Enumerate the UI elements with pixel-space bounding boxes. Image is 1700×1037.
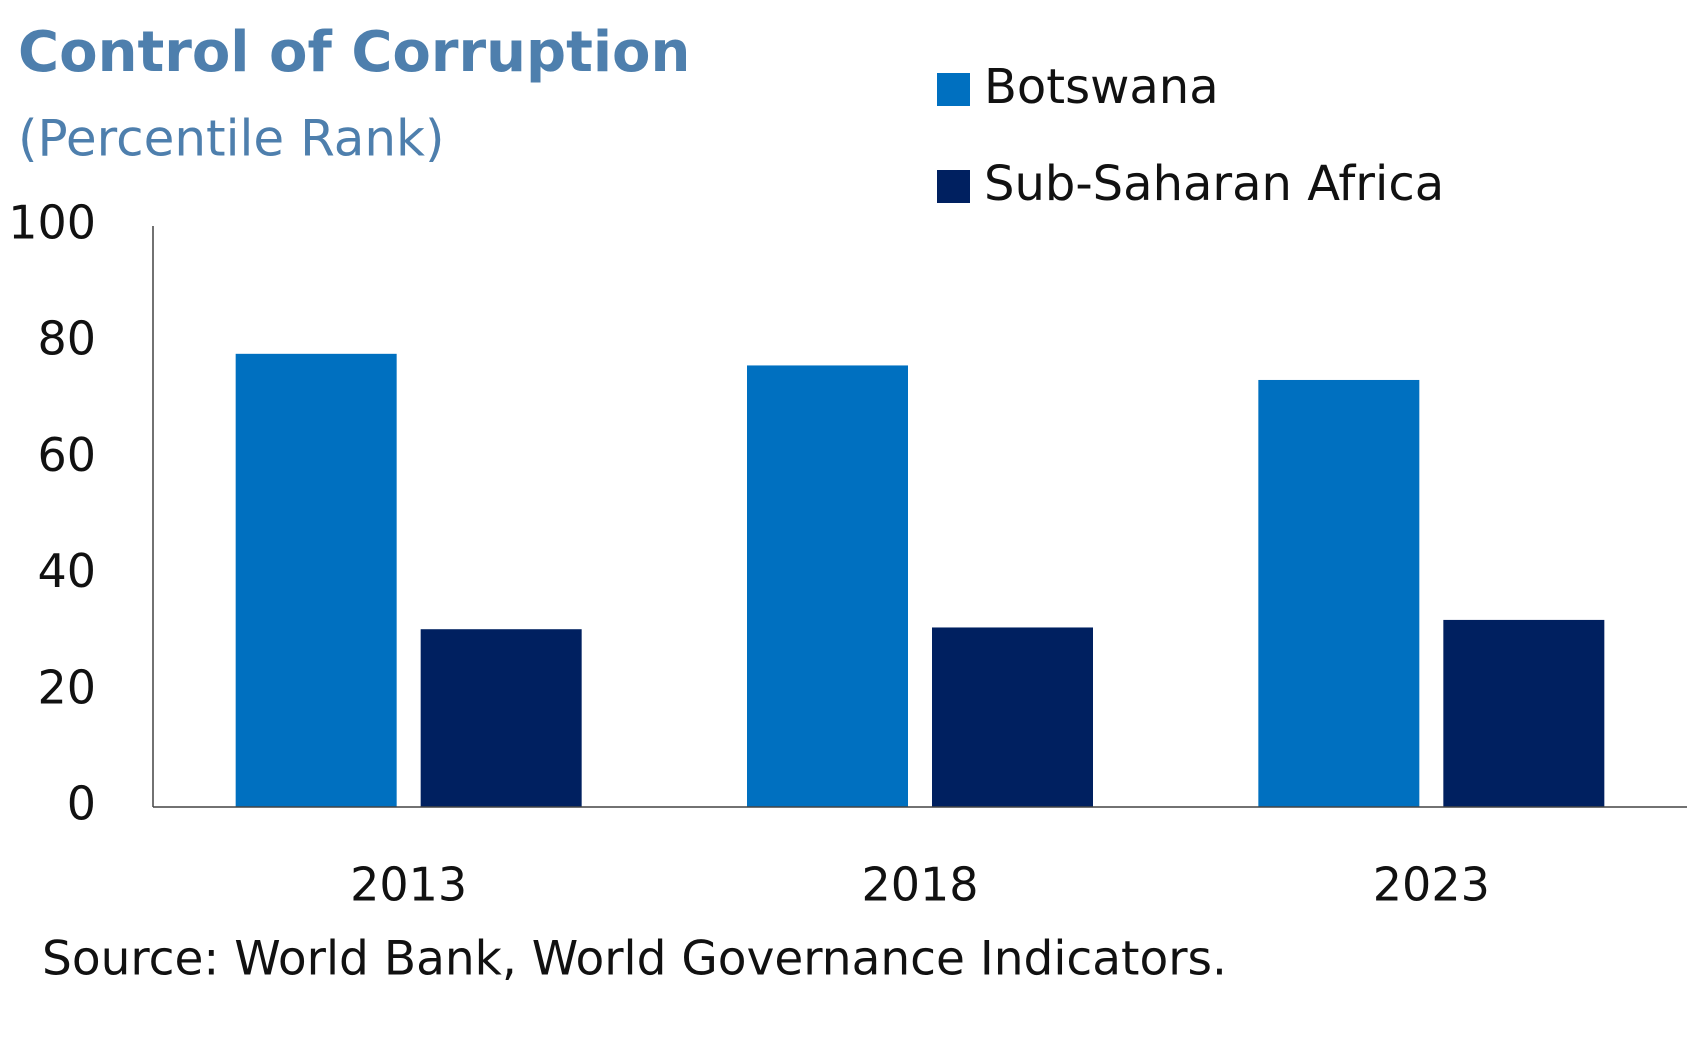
x-tick-label: 2023 — [1373, 858, 1490, 912]
y-tick-label: 0 — [67, 777, 96, 831]
x-tick-label: 2013 — [350, 858, 467, 912]
y-tick-label: 100 — [8, 196, 96, 250]
source-note: Source: World Bank, World Governance Ind… — [42, 932, 1227, 987]
bar — [235, 353, 397, 807]
y-tick-label: 80 — [37, 312, 96, 366]
legend-label: Botswana — [984, 59, 1219, 115]
legend-swatch — [937, 170, 970, 203]
bar — [420, 629, 582, 807]
legend-swatch — [937, 73, 970, 106]
y-tick-label: 60 — [37, 428, 96, 482]
x-tick-label: 2018 — [861, 858, 978, 912]
bar — [747, 365, 908, 807]
y-tick-label: 40 — [37, 544, 96, 598]
legend-label: Sub-Saharan Africa — [984, 156, 1444, 212]
y-tick-label: 20 — [37, 660, 96, 714]
chart-subtitle: (Percentile Rank) — [18, 110, 445, 168]
chart-title: Control of Corruption — [18, 20, 690, 85]
bar — [932, 627, 1093, 807]
bar — [1443, 619, 1605, 807]
bar — [1258, 379, 1420, 807]
